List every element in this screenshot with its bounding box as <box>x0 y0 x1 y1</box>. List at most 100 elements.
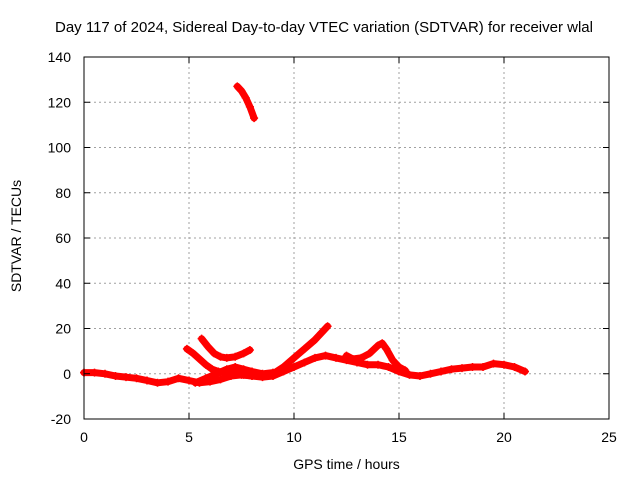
grid-lines <box>84 57 609 419</box>
data-point <box>182 344 191 353</box>
data-point <box>239 365 248 374</box>
data-point <box>357 353 366 362</box>
data-point <box>290 353 298 362</box>
data-point <box>248 367 256 376</box>
data-point <box>426 369 435 378</box>
data-point <box>237 86 246 95</box>
y-tick-label: 80 <box>55 185 71 201</box>
data-point <box>447 365 456 374</box>
data-point <box>395 362 403 371</box>
data-point <box>468 362 477 371</box>
x-tick-label: 5 <box>185 429 193 445</box>
y-tick-label: 100 <box>48 140 72 156</box>
data-point <box>245 102 254 111</box>
data-point <box>212 369 221 378</box>
data-point <box>388 356 397 365</box>
data-point <box>300 358 309 367</box>
data-point <box>311 353 319 362</box>
data-point <box>231 352 240 361</box>
data-point <box>290 362 298 371</box>
data-point <box>241 93 250 102</box>
data-point <box>437 367 445 376</box>
series-trace-2 <box>198 335 254 362</box>
data-point <box>101 369 109 378</box>
data-point <box>321 351 330 360</box>
data-point <box>300 344 309 353</box>
data-point <box>239 349 248 358</box>
data-point <box>197 334 206 343</box>
series-trace-5 <box>343 339 409 374</box>
data-point <box>195 355 204 364</box>
data-point <box>216 352 225 361</box>
data-point <box>245 345 254 354</box>
data-point <box>365 349 374 358</box>
data-point <box>279 362 288 371</box>
data-point <box>210 349 219 358</box>
y-tick-label: 40 <box>55 275 71 291</box>
y-axis-label: SDTVAR / TECUs <box>8 179 24 293</box>
data-point <box>231 369 240 378</box>
y-tick-label: 0 <box>63 366 71 382</box>
data-point <box>479 362 487 371</box>
y-tick-label: 120 <box>48 94 72 110</box>
data-point <box>111 372 120 381</box>
data-point <box>269 369 277 378</box>
data-point <box>332 353 340 362</box>
y-tick-label: 60 <box>55 230 71 246</box>
data-point <box>203 342 212 351</box>
data-point <box>201 360 210 369</box>
data-point <box>405 370 414 379</box>
data-point <box>348 355 357 364</box>
data-point <box>342 351 351 360</box>
data-point <box>374 341 382 350</box>
data-point <box>143 376 151 385</box>
x-axis-ticks: 0 5 10 15 20 25 <box>80 57 617 445</box>
y-tick-label: 20 <box>55 321 71 337</box>
y-tick-label: 140 <box>48 49 72 65</box>
x-tick-label: 20 <box>496 429 512 445</box>
data-point <box>250 114 259 123</box>
data-point <box>90 368 99 377</box>
y-axis-ticks: -20 0 20 40 60 80 100 120 140 <box>48 49 609 427</box>
data-point <box>382 344 391 353</box>
data-point <box>153 378 162 387</box>
data-point <box>201 374 210 383</box>
x-tick-label: 10 <box>286 429 302 445</box>
x-tick-label: 15 <box>391 429 407 445</box>
data-point <box>489 359 498 368</box>
data-point <box>191 378 200 387</box>
x-tick-label: 0 <box>80 429 88 445</box>
data-point <box>363 360 372 369</box>
data-point <box>384 362 393 371</box>
data-point <box>258 369 267 378</box>
data-point <box>311 335 319 344</box>
data-point <box>458 364 466 373</box>
data-point <box>164 377 172 386</box>
data-point <box>189 349 198 358</box>
data-point <box>233 82 242 91</box>
data-point <box>500 360 508 369</box>
data-point <box>216 375 225 384</box>
series-layer <box>80 82 529 387</box>
data-point <box>317 329 326 338</box>
data-point <box>132 374 141 383</box>
data-point <box>174 374 183 383</box>
data-point <box>222 365 231 374</box>
data-point <box>510 362 519 371</box>
data-point <box>374 360 382 369</box>
data-point <box>185 376 193 385</box>
data-point <box>222 353 231 362</box>
y-tick-label: -20 <box>51 411 71 427</box>
data-point <box>231 362 240 371</box>
x-axis-label: GPS time / hours <box>293 456 400 472</box>
x-tick-label: 25 <box>601 429 617 445</box>
series-trace-1 <box>183 345 256 380</box>
data-point <box>521 367 529 376</box>
data-point <box>401 366 410 375</box>
data-point <box>122 373 130 382</box>
chart-title: Day 117 of 2024, Sidereal Day-to-day VTE… <box>55 19 593 36</box>
data-point <box>378 339 387 348</box>
data-point <box>416 372 424 381</box>
data-point <box>323 322 332 331</box>
